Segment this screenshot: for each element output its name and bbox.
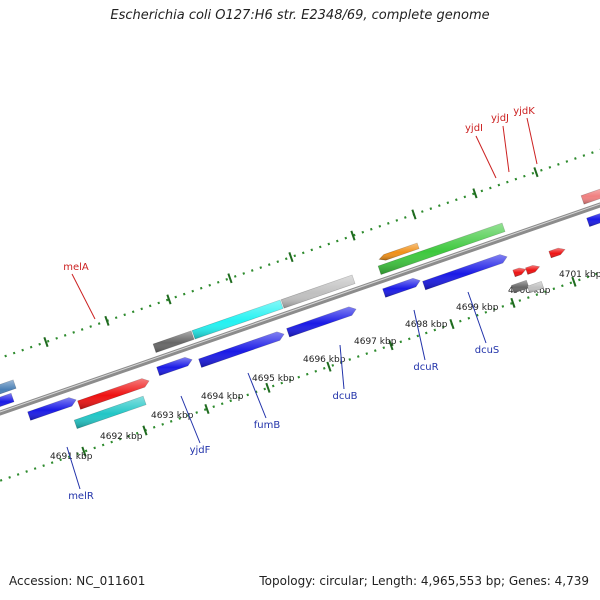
leader-line [467, 291, 487, 344]
tick-label: 4699 kbp [456, 303, 499, 313]
tick-label: 4693 kbp [151, 411, 194, 421]
feature-gene-shading [192, 300, 284, 340]
feature-gene-shading [286, 306, 357, 337]
tick-label: 4698 kbp [405, 320, 448, 330]
gene-label-dcuS[interactable]: dcuS [475, 345, 500, 356]
tick-mark-reverse [227, 273, 233, 284]
feature-gene-shading [156, 357, 193, 376]
gene-label-dcuR[interactable]: dcuR [413, 362, 438, 373]
leader-line [413, 309, 426, 361]
gene-label-melR[interactable]: melR [68, 491, 94, 502]
backbone-highlight [0, 203, 600, 413]
tick-label: 4697 kbp [354, 337, 397, 347]
tick-label: 4695 kbp [252, 374, 295, 384]
leader-line [526, 117, 538, 165]
feature-gene-shading [548, 248, 565, 258]
leader-line [502, 125, 510, 173]
gene-label-yjdI[interactable]: yjdI [465, 123, 483, 134]
tick-mark-forward [388, 340, 394, 351]
tick-label: 4696 kbp [303, 355, 346, 365]
tick-mark-reverse [104, 315, 110, 326]
tick-mark-forward [510, 297, 516, 308]
feature-gene-shading [586, 213, 600, 227]
tick-mark-forward [204, 403, 210, 415]
feature-gene-shading [0, 393, 15, 407]
feature-gene-shading [525, 265, 540, 275]
leader-line [71, 273, 96, 320]
leader-line [339, 344, 345, 390]
genome-title: Escherichia coli O127:H6 str. E2348/69, … [110, 8, 490, 23]
tick-mark-forward [326, 361, 332, 372]
tick-mark-reverse [43, 336, 49, 348]
tick-mark-forward [81, 446, 87, 457]
feature-gene-shading [0, 379, 17, 394]
tick-label: 4694 kbp [201, 392, 244, 402]
feature-gene-shading [74, 396, 147, 429]
feature-gene-shading [422, 254, 508, 290]
gene-label-dcuB[interactable]: dcuB [332, 391, 357, 402]
tick-mark-reverse [166, 294, 172, 305]
tick-mark-reverse [533, 167, 539, 178]
tick-mark-forward [571, 276, 577, 287]
feature-gene-shading [379, 242, 420, 261]
feature-gene-shading [281, 275, 356, 309]
accession-label: Accession: NC_011601 [9, 574, 146, 588]
tick-label: 4701 kbp [559, 270, 600, 280]
feature-gene-shading [581, 189, 600, 205]
gene-label-fumB[interactable]: fumB [254, 420, 281, 431]
tick-mark-reverse [350, 230, 356, 241]
feature-gene-shading [153, 330, 195, 353]
gene-label-yjdF[interactable]: yjdF [190, 445, 211, 456]
genome-backbone [0, 202, 600, 416]
tick-mark-reverse [411, 209, 417, 220]
gene-label-melA[interactable]: melA [63, 262, 89, 273]
feature-gene-shading [27, 397, 77, 421]
leader-line [247, 372, 267, 419]
feature-gene-shading [198, 331, 285, 368]
tick-mark-forward [142, 425, 148, 436]
feature-gene-shading [378, 223, 506, 275]
feature-gene-shading [77, 378, 150, 410]
tick-label: 4691 kbp [50, 452, 93, 462]
tick-mark-reverse [288, 252, 294, 263]
feature-gene-shading [527, 281, 544, 293]
gene-label-yjdK[interactable]: yjdK [513, 106, 535, 117]
genome-summary: Topology: circular; Length: 4,965,553 bp… [259, 574, 589, 588]
tick-mark-reverse [472, 188, 478, 199]
feature-gene-shading [512, 267, 526, 277]
leader-line [475, 135, 497, 179]
tick-label: 4692 kbp [100, 432, 143, 442]
outer-forward-guide [0, 271, 600, 482]
gene-label-yjdJ[interactable]: yjdJ [491, 113, 509, 124]
feature-gene-shading [511, 280, 530, 294]
leader-line [180, 395, 201, 444]
outer-reverse-guide [0, 148, 600, 360]
tick-mark-forward [265, 382, 271, 393]
tick-mark-forward [449, 319, 455, 330]
feature-gene-shading [382, 278, 421, 298]
leader-line [66, 446, 81, 490]
